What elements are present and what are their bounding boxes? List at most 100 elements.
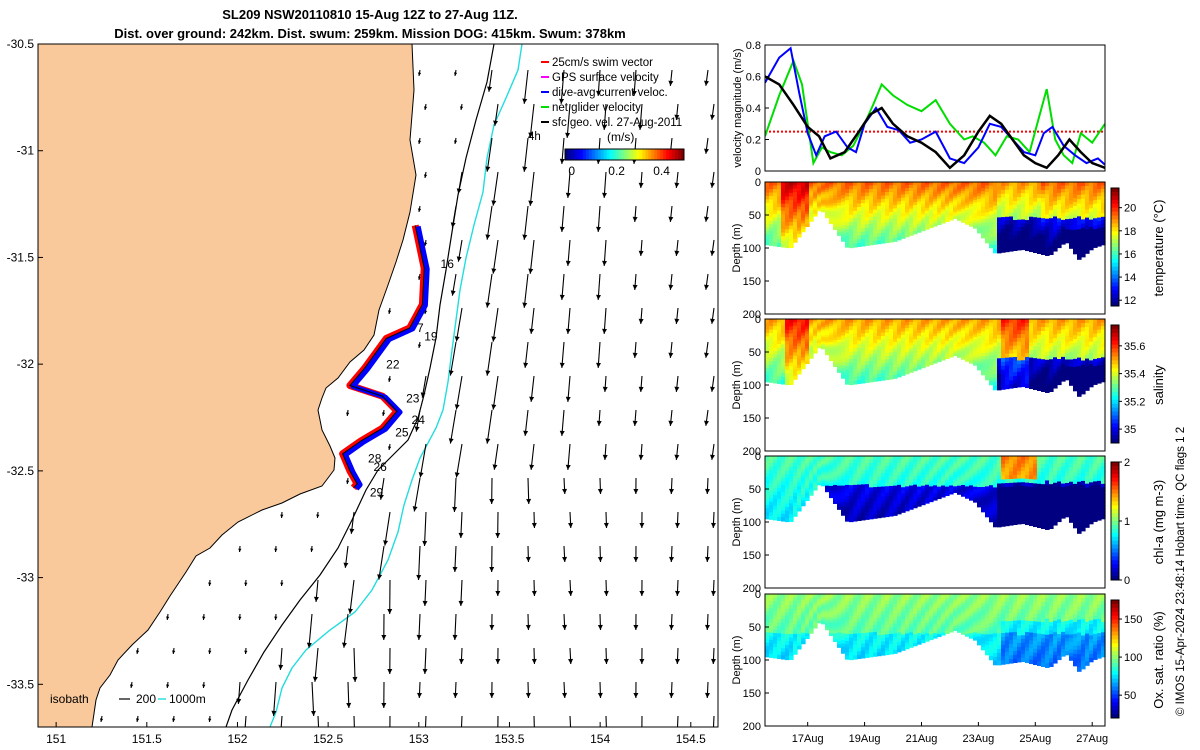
section-cell	[973, 357, 978, 361]
colorbar-swatch	[624, 149, 628, 160]
section-cell	[933, 348, 938, 352]
section-cell	[845, 203, 850, 208]
section-cell	[897, 341, 902, 346]
section-cell	[997, 370, 1002, 375]
section-cell	[765, 497, 770, 502]
section-cell	[1069, 204, 1074, 209]
section-cell	[1053, 372, 1058, 378]
section-cell	[781, 225, 786, 230]
section-cell	[981, 206, 986, 211]
section-cell	[1041, 242, 1046, 247]
section-cell	[1017, 352, 1022, 358]
section-cell	[901, 328, 906, 333]
section-cell	[897, 500, 902, 505]
section-cell	[765, 459, 770, 464]
section-cell	[1073, 182, 1078, 187]
section-cell	[1097, 379, 1102, 384]
section-cell	[921, 482, 926, 487]
section-cell	[957, 325, 962, 329]
section-cell	[781, 492, 786, 497]
section-cell	[773, 203, 778, 208]
section-cell	[901, 490, 906, 495]
section-cell	[1065, 232, 1070, 237]
section-cell	[789, 514, 794, 519]
section-cell	[973, 354, 978, 358]
section-cell	[857, 484, 862, 489]
section-cell	[945, 197, 950, 201]
section-cell	[901, 362, 906, 367]
section-cell	[1005, 490, 1010, 496]
section-cell	[833, 355, 838, 360]
section-cell	[965, 212, 970, 216]
section-cell	[765, 188, 770, 194]
section-cell	[1073, 209, 1078, 215]
section-cell	[1017, 204, 1022, 209]
section-cell	[965, 460, 970, 464]
section-cell	[1021, 241, 1026, 247]
section-cell	[929, 346, 934, 350]
section-cell	[769, 224, 774, 229]
section-cell	[829, 462, 834, 466]
colorbar-tick-label: 0	[568, 164, 575, 178]
section-cell	[1009, 322, 1014, 328]
section-cell	[1001, 357, 1006, 363]
section-cell	[977, 190, 982, 194]
section-colorbar-swatch	[1111, 372, 1119, 377]
section-cell	[829, 472, 834, 476]
section-cell	[929, 471, 934, 475]
section-cell	[1101, 199, 1106, 204]
section-cell	[773, 210, 778, 215]
section-cell	[1021, 348, 1026, 354]
section-cell	[873, 374, 878, 379]
section-cell	[873, 209, 878, 214]
section-cell	[1005, 498, 1010, 503]
section-cell	[941, 325, 946, 329]
current-vector-head	[417, 140, 422, 144]
section-cell	[893, 205, 898, 209]
section-cell	[945, 182, 950, 185]
section-cell	[961, 334, 966, 338]
section-cell	[981, 480, 986, 485]
section-cell	[765, 483, 770, 488]
section-cell	[881, 513, 886, 518]
section-cell	[1093, 229, 1098, 234]
section-cell	[989, 485, 994, 490]
section-cell	[821, 206, 826, 209]
section-cell	[921, 354, 926, 358]
section-cell	[993, 193, 998, 199]
section-cell	[773, 365, 778, 370]
current-vector	[453, 477, 457, 512]
section-cell	[969, 495, 974, 499]
section-cell	[849, 492, 854, 497]
section-cell	[913, 504, 918, 509]
section-cell	[1017, 319, 1022, 324]
section-cell	[929, 344, 934, 348]
section-cell	[1081, 331, 1086, 337]
section-cell	[781, 365, 786, 371]
section-cell	[841, 495, 846, 500]
section-cell	[833, 226, 838, 230]
section-cell	[865, 354, 870, 359]
section-cell	[1025, 467, 1030, 472]
section-cell	[889, 495, 894, 500]
section-cell	[1057, 192, 1062, 198]
section-cell	[861, 512, 866, 517]
section-cell	[1009, 463, 1014, 469]
section-cell	[777, 333, 782, 338]
current-vector	[423, 511, 427, 546]
section-cell	[845, 373, 850, 378]
section-cell	[997, 456, 1002, 461]
current-vector	[492, 307, 499, 342]
section-cell	[877, 216, 882, 221]
section-cell	[921, 466, 926, 471]
section-cell	[785, 366, 790, 371]
section-cell	[941, 184, 946, 188]
section-cell	[981, 219, 986, 223]
section-cell	[1001, 240, 1006, 245]
section-cell	[973, 359, 978, 364]
section-cell	[861, 487, 866, 493]
section-cell	[889, 372, 894, 377]
section-cell	[785, 326, 790, 331]
section-cell	[769, 220, 774, 225]
section-cell	[945, 195, 950, 198]
